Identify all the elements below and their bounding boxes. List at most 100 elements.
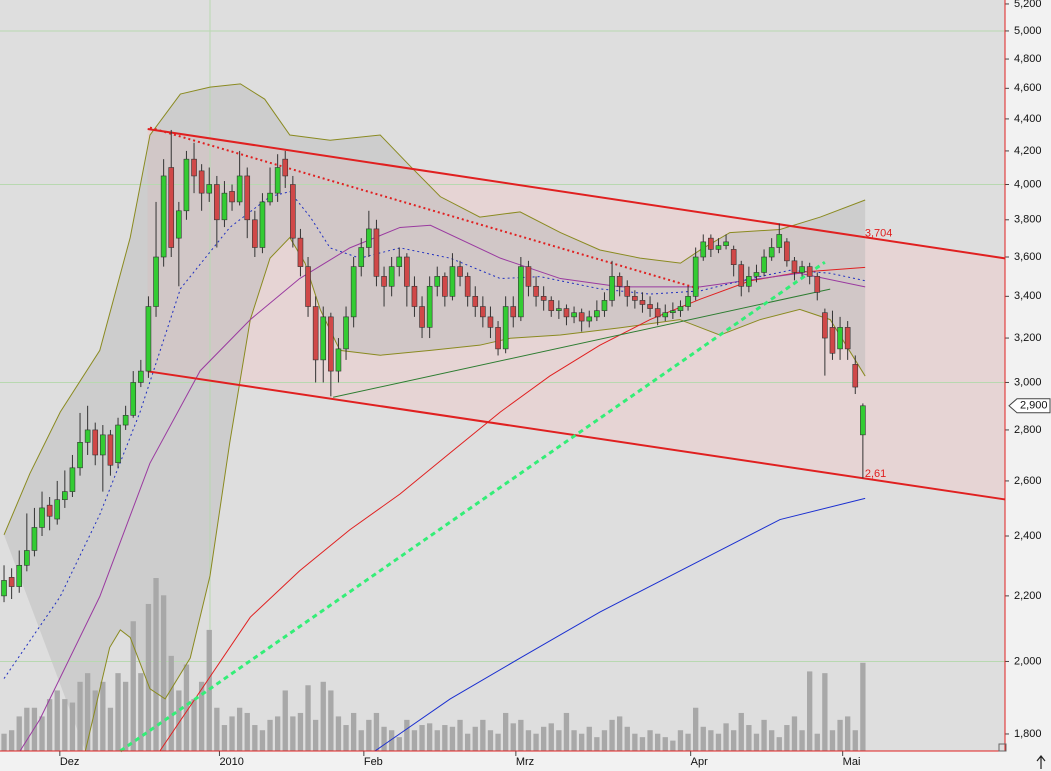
moving-average: [19, 224, 866, 752]
candle-body: [844, 327, 851, 350]
candle-body: [578, 312, 585, 322]
candle-body: [259, 201, 266, 248]
candle-body: [753, 272, 760, 277]
candle-body: [632, 296, 638, 301]
candle-body: [654, 308, 661, 318]
volume-bar: [214, 707, 220, 751]
candle-body: [16, 564, 23, 587]
candle-body: [191, 158, 197, 177]
volume-bar: [31, 707, 38, 751]
volume-bar: [168, 655, 174, 751]
candle-body: [495, 327, 501, 350]
trend-line: [147, 128, 1006, 260]
volume-bar: [655, 733, 661, 751]
candle-body: [396, 256, 403, 267]
candle-body: [130, 382, 137, 416]
volume-bar: [578, 733, 585, 751]
candle-body: [343, 316, 349, 350]
candle-body: [244, 175, 251, 221]
candle-body: [366, 228, 372, 248]
candle-body: [624, 285, 631, 297]
volume-bar: [715, 733, 722, 751]
volume-bar: [84, 673, 91, 751]
candle-body: [252, 219, 258, 248]
corner-icon[interactable]: [998, 743, 1007, 752]
candle-body: [274, 167, 281, 194]
candle-body: [609, 276, 615, 301]
volume-bar: [229, 716, 235, 751]
candle-body: [328, 316, 334, 372]
volume-bar: [525, 730, 532, 751]
y-tick-label: 4,000: [1014, 178, 1042, 190]
candle-body: [138, 370, 144, 383]
candle-body: [8, 577, 15, 587]
candle-body: [77, 442, 83, 469]
volume-bar: [776, 737, 782, 751]
candle-body: [685, 296, 691, 307]
candle-body: [464, 276, 471, 297]
candle-body: [153, 256, 159, 307]
volume-bar: [434, 730, 440, 751]
candle-body: [594, 310, 600, 318]
annotation: 2,61: [865, 468, 886, 480]
volume-bar: [290, 716, 296, 751]
candle-body: [388, 266, 395, 287]
y-tick-label: 2,000: [1014, 655, 1042, 667]
candle-body: [647, 304, 653, 309]
volume-bar: [791, 716, 798, 751]
candle-body: [297, 237, 304, 267]
candle-body: [206, 184, 213, 194]
y-tick-label: 2,600: [1014, 475, 1042, 487]
candle-body: [860, 405, 866, 436]
candle-body: [662, 312, 669, 318]
volume-bar: [799, 730, 805, 751]
candle-body: [601, 300, 608, 311]
candle-body: [290, 184, 296, 239]
volume-bar: [145, 603, 152, 751]
volume-bar: [708, 730, 714, 751]
volume-bar: [624, 726, 630, 751]
volume-bar: [464, 733, 471, 751]
y-tick-label: 4,800: [1014, 53, 1042, 65]
candle-body: [92, 429, 99, 456]
volume-bar: [366, 719, 372, 751]
volume-bar: [457, 719, 463, 751]
y-tick-label: 3,400: [1014, 290, 1042, 302]
volume-bar: [267, 719, 273, 751]
candle-body: [730, 249, 737, 265]
candle-body: [183, 158, 190, 212]
volume-bar: [92, 690, 98, 751]
volume-bar: [54, 690, 60, 751]
candle-body: [282, 158, 289, 177]
candle-body: [571, 312, 577, 318]
volume-bar: [556, 730, 562, 751]
candle-body: [449, 266, 456, 297]
candle-body: [221, 192, 228, 221]
volume-bar: [662, 737, 668, 751]
y-tick-label: 1,800: [1014, 728, 1042, 740]
candle-body: [350, 266, 357, 318]
y-tick-label: 4,200: [1014, 145, 1042, 157]
candle-body: [381, 276, 387, 287]
candle-body: [533, 285, 539, 297]
volume-bar: [411, 730, 418, 751]
candle-body: [1, 580, 7, 597]
volume-bar: [252, 725, 258, 751]
volume-bar: [670, 740, 676, 751]
candle-body: [312, 306, 319, 361]
candle-body: [426, 285, 433, 328]
scroll-icon[interactable]: [1036, 755, 1046, 769]
volume-bar: [244, 712, 250, 751]
x-tick-label: Dez: [60, 756, 80, 768]
volume-bar: [183, 664, 190, 751]
volume-bar: [807, 671, 813, 751]
candle-body: [480, 306, 486, 318]
volume-bar: [616, 716, 623, 751]
candle-body: [556, 308, 562, 311]
volume-bar: [335, 716, 342, 751]
candle-body: [373, 228, 380, 277]
volume-bar: [533, 733, 539, 751]
volume-bar: [236, 707, 243, 751]
candle-body: [784, 241, 790, 262]
volume-bar: [510, 723, 516, 751]
